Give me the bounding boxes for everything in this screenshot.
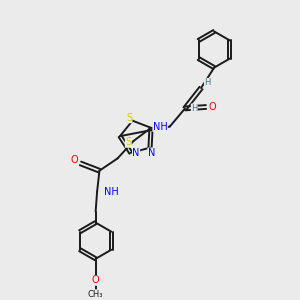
Text: O: O	[71, 155, 78, 166]
Text: N: N	[148, 148, 155, 158]
Text: H: H	[204, 78, 211, 87]
Text: CH₃: CH₃	[88, 290, 103, 299]
Text: NH: NH	[103, 187, 118, 197]
Text: S: S	[125, 137, 131, 147]
Text: H: H	[191, 104, 197, 113]
Text: O: O	[208, 102, 216, 112]
Text: O: O	[92, 275, 100, 285]
Text: NH: NH	[153, 122, 167, 131]
Text: N: N	[132, 148, 140, 158]
Text: S: S	[126, 113, 132, 123]
